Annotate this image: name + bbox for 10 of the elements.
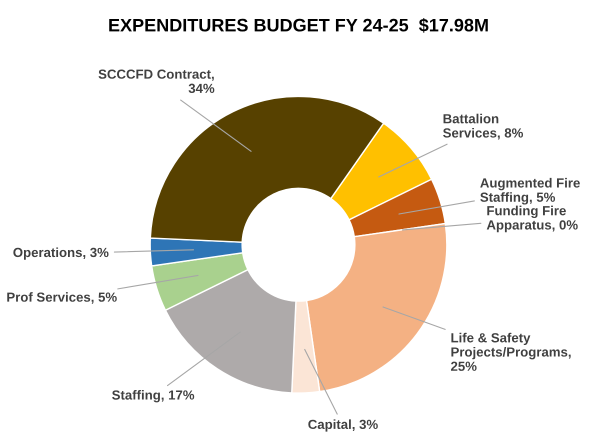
slice-label: Operations, 3% [13,247,109,260]
slice-label: Capital, 3% [308,419,378,432]
chart-title: EXPENDITURES BUDGET FY 24-25 $17.98M [109,18,488,33]
slice-label: Battalion Services, 8% [443,114,524,140]
category-label: Funding Fire Apparatus, 0% [486,206,578,232]
slice-label: Prof Services, 5% [7,292,117,304]
slice-label: Life & Safety Projects/Programs, 25% [450,332,571,371]
slice-label: Augmented Fire Staffing, 5% [480,178,580,205]
slice-label: Staffing, 17% [112,390,194,402]
slice-label: SCCCFD Contract, 34% [98,69,214,94]
